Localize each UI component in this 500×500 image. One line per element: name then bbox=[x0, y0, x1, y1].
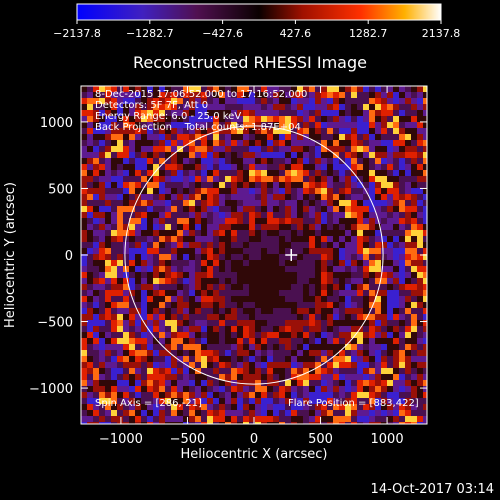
flare-position-label: Flare Position = [883,422] bbox=[288, 398, 419, 409]
y-tick-label: −500 bbox=[37, 316, 73, 331]
y-tick-label: 500 bbox=[48, 182, 73, 197]
colorbar-tick-label: 427.6 bbox=[280, 27, 312, 40]
y-tick-label: 1000 bbox=[40, 116, 73, 131]
colorbar-frame bbox=[76, 3, 442, 21]
plot-area bbox=[81, 86, 427, 424]
info-line-method: Back Projection Total counts: 1.87E+04 bbox=[95, 122, 301, 133]
info-line-energy: Energy Range: 6.0 - 25.0 keV bbox=[95, 111, 241, 122]
colorbar-tick-label: −2137.8 bbox=[53, 27, 101, 40]
spin-axis-label: Spin Axis = [286,-21] bbox=[95, 398, 202, 409]
x-axis-label: Heliocentric X (arcsec) bbox=[181, 447, 328, 462]
colorbar-gradient bbox=[77, 4, 441, 20]
colorbar-ticks: −2137.8 −1282.7 −427.6 427.6 1282.7 2137.8 bbox=[53, 20, 460, 40]
colorbar: −2137.8 −1282.7 −427.6 427.6 1282.7 2137.8 bbox=[53, 3, 460, 40]
x-tick-label: −500 bbox=[170, 432, 206, 447]
axis-ticks: −1000 −500 0 500 1000 −1000 −500 0 500 1000 bbox=[29, 86, 427, 447]
colorbar-tick-label: −427.6 bbox=[202, 27, 243, 40]
heatmap-image bbox=[81, 86, 427, 424]
x-tick-label: 0 bbox=[250, 432, 258, 447]
chart-title: Reconstructed RHESSI Image bbox=[133, 53, 367, 72]
colorbar-tick-label: −1282.7 bbox=[126, 27, 174, 40]
footer-timestamp: 14-Oct-2017 03:14 bbox=[370, 482, 494, 497]
solar-limb-circle bbox=[124, 125, 384, 385]
colorbar-tick-label: 2137.8 bbox=[422, 27, 461, 40]
x-tick-label: 500 bbox=[308, 432, 333, 447]
x-tick-label: 1000 bbox=[371, 432, 404, 447]
info-text: 8-Dec-2015 17:06:52.000 to 17:16:52.000 … bbox=[95, 89, 419, 409]
y-axis-label: Heliocentric Y (arcsec) bbox=[3, 182, 18, 328]
x-tick-label: −1000 bbox=[99, 432, 143, 447]
colorbar-tick-label: 1282.7 bbox=[349, 27, 388, 40]
y-tick-label: 0 bbox=[65, 249, 73, 264]
info-line-detectors: Detectors: 5F 7F, Att 0 bbox=[95, 100, 208, 111]
center-marker bbox=[285, 249, 298, 261]
y-tick-label: −1000 bbox=[29, 382, 73, 397]
info-line-time: 8-Dec-2015 17:06:52.000 to 17:16:52.000 bbox=[95, 89, 307, 100]
